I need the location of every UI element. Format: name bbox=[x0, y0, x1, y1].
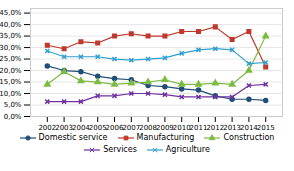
svg-text:2012: 2012 bbox=[206, 124, 224, 132]
html-text:Manufacturing: Manufacturing bbox=[136, 133, 195, 142]
svg-text:40,0%: 40,0% bbox=[0, 21, 22, 29]
html-text:Domestic service: Domestic service bbox=[38, 133, 108, 142]
svg-text:2007: 2007 bbox=[122, 124, 140, 132]
svg-text:25,0%: 25,0% bbox=[0, 55, 22, 63]
svg-text:2010: 2010 bbox=[173, 124, 191, 132]
svg-text:5,0%: 5,0% bbox=[4, 101, 22, 109]
svg-text:2011: 2011 bbox=[190, 124, 208, 132]
svg-text:45,0%: 45,0% bbox=[0, 9, 22, 17]
svg-text:35,0%: 35,0% bbox=[0, 32, 22, 40]
svg-text:2004: 2004 bbox=[72, 124, 90, 132]
svg-text:10,0%: 10,0% bbox=[0, 90, 22, 98]
svg-text:20,0%: 20,0% bbox=[0, 67, 22, 75]
svg-text:30,0%: 30,0% bbox=[0, 44, 22, 52]
html-text:Services: Services bbox=[103, 145, 137, 154]
svg-text:2003: 2003 bbox=[55, 124, 73, 132]
svg-text:0,0%: 0,0% bbox=[4, 113, 22, 121]
svg-text:2015: 2015 bbox=[257, 124, 275, 132]
html-text:Construction: Construction bbox=[223, 133, 275, 142]
svg-text:2014: 2014 bbox=[240, 124, 258, 132]
svg-text:2006: 2006 bbox=[106, 124, 124, 132]
svg-text:2002: 2002 bbox=[38, 124, 56, 132]
svg-text:2008: 2008 bbox=[139, 124, 157, 132]
html-text:Agriculture: Agriculture bbox=[165, 145, 210, 154]
svg-text:2009: 2009 bbox=[156, 124, 174, 132]
svg-text:2005: 2005 bbox=[89, 124, 107, 132]
svg-text:15,0%: 15,0% bbox=[0, 78, 22, 86]
svg-text:2013: 2013 bbox=[223, 124, 241, 132]
